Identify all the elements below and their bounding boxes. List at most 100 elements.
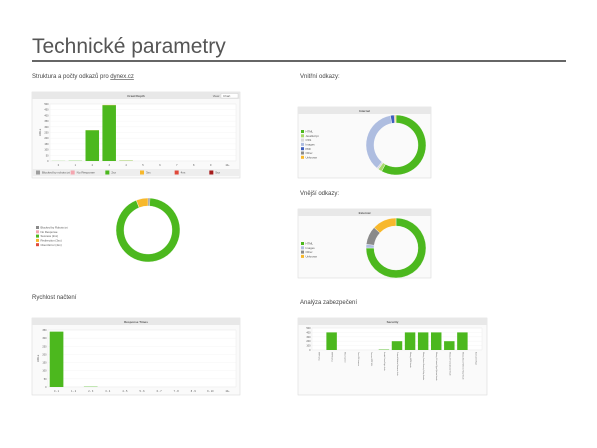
legend-label: Success (2xx) [41,234,59,238]
bar [391,341,403,350]
page-title: Technické parametry [32,35,226,58]
x-tick-label: Unsafe Cross-Origin Links [383,352,385,371]
y-tick-label: 400 [306,331,311,334]
legend-swatch [301,130,304,133]
legend-label: 2xx [111,171,116,175]
y-tick-label: 100 [44,149,49,152]
legend-label: No Response [77,171,96,175]
x-tick-label: 10+ [225,390,230,393]
legend-label: HTML [306,130,314,134]
section-heading: Vnější odkazy: [300,191,339,197]
x-tick-label: 7 [176,164,178,167]
x-tick-label: 6 - 7 [157,390,163,393]
chart-title: Response Times [124,320,148,324]
legend-swatch [174,170,179,175]
legend-label: Other [306,151,313,155]
chart-header [298,107,431,114]
y-tick-label: 100 [306,345,311,348]
legend-label: Client Error (4xx) [41,243,62,247]
legend-label: CSS [306,138,312,142]
legend-label: 4xx [181,171,186,175]
legend-label: 5xx [215,171,220,175]
x-tick-label: 1 - 2 [71,390,77,393]
donut-segment [373,217,397,234]
legend-swatch [301,142,304,146]
x-tick-label: 3 [108,164,110,167]
bar [85,130,100,161]
y-tick-label: 300 [306,336,311,339]
plot-area [47,329,237,388]
chart-header [298,209,431,216]
chart-title: External [359,211,371,215]
x-tick-label: 4 [125,164,127,167]
x-tick-label: Missing X-Content-Type-Options Header [435,352,438,381]
chart-title: Security [387,320,399,324]
x-tick-label: 3 - 4 [105,390,111,393]
legend-label: Unknown [306,255,318,259]
legend-swatch [301,151,304,155]
chart-title: Crawl Depth [127,94,145,98]
donut-segment [135,197,149,208]
legend-label: Images [306,143,316,147]
legend-swatch [301,147,304,151]
heading-text: Struktura a počty odkazů pro [32,73,109,80]
legend-label: Blocked by robots.txt [42,171,70,175]
legend-label: Other [306,250,313,254]
bar [326,332,337,350]
y-tick-label: 300 [42,337,47,340]
view-label: View: [213,94,220,98]
legend-swatch [209,170,214,175]
chart-header [32,318,240,325]
section-heading: Vnitřní odkazy: [300,74,340,80]
legend-swatch [36,243,39,247]
chart-header [298,318,487,325]
x-tick-label: Form URL Insecure [357,352,359,366]
x-tick-label: 4 - 5 [122,390,128,393]
y-tick-label: 250 [42,345,47,348]
legend-swatch [36,170,40,175]
y-tick-label: 150 [42,362,47,365]
x-tick-label: 9 - 10 [207,390,214,393]
y-tick-label: 200 [42,353,47,356]
x-tick-label: Protocol-Relative Resource Links [396,352,399,376]
y-tick-label: 450 [44,109,49,112]
y-tick-label: 350 [42,329,47,332]
x-tick-label: 0 [58,164,60,167]
y-tick-label: 0 [309,349,311,352]
legend-swatch [36,226,39,229]
y-tick-label: 0 [47,160,49,163]
chart-title: Internal [359,109,370,113]
y-tick-label: 50 [44,378,47,381]
legend-swatch [105,170,110,175]
x-tick-label: 2 - 3 [88,390,94,393]
legend-swatch [140,170,144,175]
legend-swatch [301,250,304,254]
y-tick-label: 50 [46,154,49,157]
y-tick-label: 300 [44,126,49,129]
legend-label: 3xx [146,171,151,175]
legend-label: Unknown [306,155,318,159]
y-tick-label: 350 [44,120,49,123]
link[interactable]: dynex.cz [110,74,134,80]
y-tick-label: 200 [44,137,49,140]
y-tick-label: 100 [42,370,47,373]
bar [431,332,442,350]
y-tick-label: 400 [44,114,49,117]
y-tick-label: 250 [44,132,49,135]
x-tick-label: 9 [210,164,212,167]
view-select[interactable] [220,93,239,99]
x-tick-label: Missing Secure Referrer-Policy Header [461,352,463,380]
y-axis-label: URLs [36,354,40,362]
legend-swatch [36,230,39,234]
legend-swatch [301,138,304,142]
x-tick-label: 5 - 6 [139,390,145,393]
legend-swatch [301,242,304,245]
title-rule [32,60,566,62]
section-heading: Struktura a počty odkazů pro dynex.cz [32,73,134,80]
x-tick-label: 5 [142,164,144,167]
y-tick-label: 150 [44,143,49,146]
legend-swatch [36,238,39,242]
legend-swatch [301,254,304,258]
